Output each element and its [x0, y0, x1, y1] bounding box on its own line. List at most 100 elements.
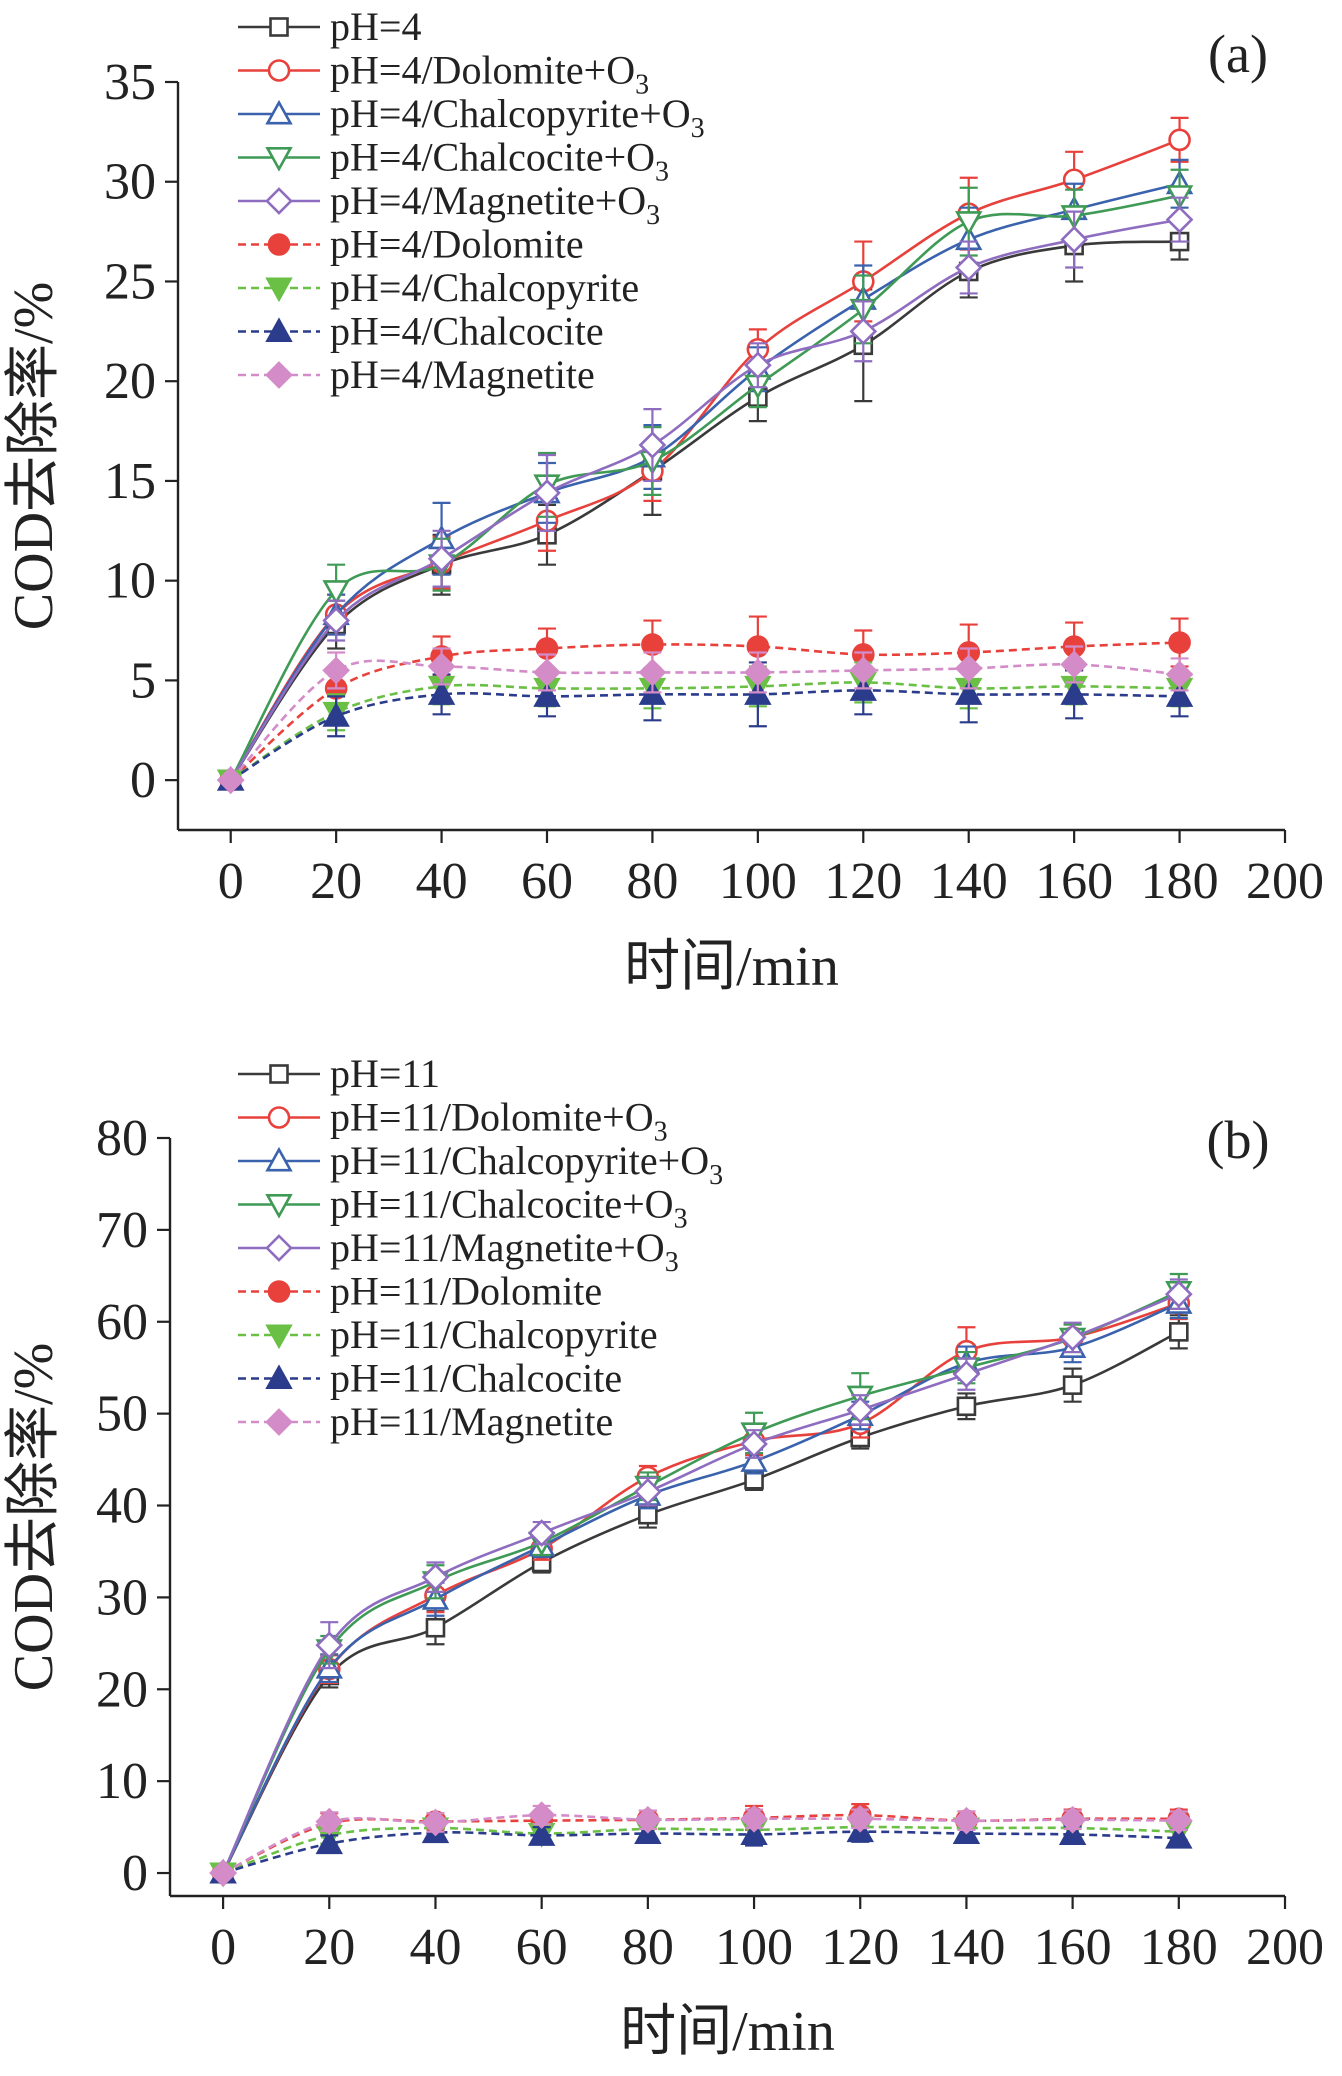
legend-marker: [265, 187, 293, 215]
legend-entry: pH=11/Chalcopyrite+O3: [238, 1138, 723, 1191]
series: [209, 1816, 1193, 1888]
panel-b-y-axis-title: COD去除率/%: [3, 1343, 65, 1691]
data-point: [1165, 1823, 1193, 1849]
legend-label: pH=11/Chalcocite: [330, 1356, 622, 1401]
series-line: [230, 689, 1180, 782]
panel-b-legend: pH=11pH=11/Dolomite+O3pH=11/Chalcopyrite…: [238, 1051, 723, 1444]
panel-a-x-axis-title: 时间/min: [624, 936, 839, 998]
y-tick-label: 0: [122, 1845, 148, 1902]
x-tick-label: 180: [1140, 1919, 1218, 1976]
legend-entry: pH=11: [238, 1051, 440, 1096]
data-point: [846, 1396, 875, 1424]
y-tick-label: 10: [104, 553, 156, 610]
legend-entry: pH=4/Magnetite: [238, 352, 595, 397]
data-point: [634, 1477, 662, 1506]
legend-entry: pH=11/Chalcocite: [238, 1356, 622, 1401]
data-point: [1060, 650, 1088, 679]
legend-label: pH=4/Chalcocite+O3: [330, 135, 669, 188]
x-tick-label: 80: [626, 853, 678, 910]
y-tick-label: 50: [96, 1386, 148, 1443]
legend-label: pH=11/Chalcocite+O3: [330, 1182, 688, 1235]
legend-subscript: 3: [674, 1204, 688, 1235]
panel-b-x-axis-title: 时间/min: [620, 2001, 835, 2063]
data-point: [216, 766, 245, 794]
x-tick-label: 180: [1141, 853, 1219, 910]
x-tick-label: 20: [310, 853, 362, 910]
legend-label: pH=4/Magnetite+O3: [330, 178, 660, 231]
data-point: [1164, 1806, 1193, 1835]
data-point: [1058, 1323, 1087, 1352]
data-point: [425, 1617, 446, 1638]
series: [209, 1801, 1193, 1887]
data-point: [740, 1820, 768, 1845]
panel-a-legend: pH=4pH=4/Dolomite+O3pH=4/Chalcopyrite+O3…: [238, 4, 705, 397]
data-point: [315, 1807, 344, 1836]
data-point: [956, 1396, 977, 1417]
data-point: [533, 479, 561, 507]
panel-b-plot: 0 10 20 30 40 50 60 70 80 0 20 40 60 80 100 120 140 160 18…: [96, 1110, 1324, 1976]
legend-marker: [265, 147, 293, 172]
data-point: [849, 317, 878, 346]
legend-marker: [265, 1324, 293, 1350]
data-point: [744, 351, 772, 380]
series-line: [229, 194, 1180, 781]
data-point: [527, 1821, 556, 1846]
series-line: [229, 218, 1180, 781]
data-point: [955, 211, 983, 236]
legend-label: pH=4: [330, 4, 421, 49]
series-line: [229, 182, 1180, 781]
data-point: [954, 253, 983, 282]
data-point: [1168, 631, 1191, 654]
series-line: [221, 1330, 1180, 1874]
legend-label: pH=4/Chalcocite: [330, 309, 604, 354]
x-tick-label: 40: [409, 1919, 461, 1976]
y-tick-label: 80: [96, 1110, 148, 1167]
y-tick-label: 30: [104, 154, 156, 211]
legend-entry: pH=11/Dolomite+O3: [238, 1095, 668, 1148]
data-point: [209, 1859, 237, 1887]
legend-entry: pH=11/Magnetite+O3: [238, 1225, 679, 1278]
legend-marker: [269, 17, 289, 37]
data-point: [322, 702, 350, 727]
panel-b-label: (b): [1207, 1110, 1270, 1170]
series-line: [229, 240, 1180, 781]
x-tick-label: 20: [303, 1919, 355, 1976]
series-line: [222, 1813, 1179, 1875]
data-point: [1168, 128, 1191, 152]
legend-marker: [267, 1280, 291, 1303]
legend-marker: [265, 277, 293, 303]
legend-marker: [265, 1364, 293, 1389]
x-tick-label: 200: [1246, 1919, 1324, 1976]
series-line: [229, 641, 1180, 782]
legend-marker: [265, 1234, 293, 1262]
data-point: [740, 1804, 768, 1833]
legend-label: pH=11: [330, 1051, 440, 1096]
x-tick-label: 100: [715, 1919, 793, 1976]
legend-marker: [269, 1064, 289, 1084]
panel-a-label: (a): [1208, 24, 1268, 84]
legend-marker: [265, 1194, 293, 1219]
data-point: [955, 680, 983, 705]
data-point: [427, 544, 456, 573]
series: [217, 661, 1194, 791]
legend-marker: [265, 99, 293, 125]
series-line: [222, 1813, 1179, 1875]
data-point: [527, 1519, 556, 1547]
data-point: [740, 1447, 768, 1472]
x-tick-label: 140: [927, 1919, 1005, 1976]
data-point: [952, 1806, 981, 1835]
y-tick-label: 25: [104, 253, 156, 310]
legend-label: pH=4/Dolomite+O3: [330, 48, 649, 101]
legend-label: pH=4/Magnetite: [330, 352, 595, 397]
legend-entry: pH=4/Chalcopyrite: [238, 265, 639, 310]
y-tick-label: 40: [96, 1478, 148, 1535]
legend-entry: pH=4/Chalcopyrite+O3: [238, 91, 705, 144]
y-tick-label: 60: [96, 1294, 148, 1351]
panel-a: 0 5 10 15 20 25 30 35 0 20 40 60 80 100 120 140 160 180 20…: [3, 4, 1324, 998]
legend-entry: pH=11/Chalcocite+O3: [238, 1182, 688, 1235]
x-tick-label: 200: [1246, 853, 1324, 910]
series-line: [221, 1292, 1180, 1874]
series-line: [222, 1825, 1179, 1875]
legend-entry: pH=4/Magnetite+O3: [238, 178, 660, 231]
